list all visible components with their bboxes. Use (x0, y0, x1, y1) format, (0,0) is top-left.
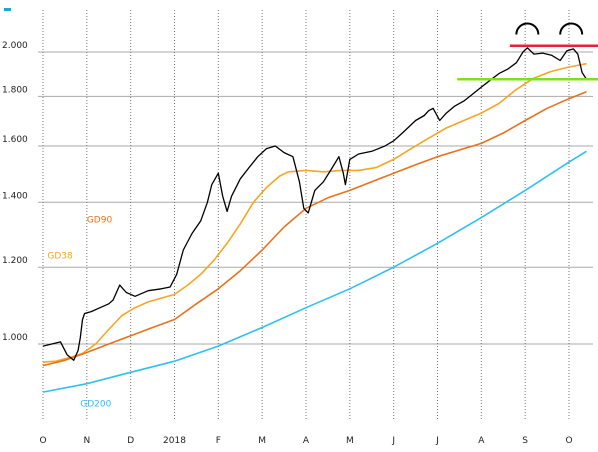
x-tick-label: M (258, 436, 266, 446)
y-tick-label: 1.400 (2, 191, 28, 201)
x-tick-label: 2018 (163, 436, 186, 446)
y-tick-label: 1.600 (2, 135, 28, 145)
x-tick-label: D (127, 436, 134, 446)
x-tick-label: S (522, 436, 528, 446)
x-tick-label: A (478, 436, 485, 446)
x-tick-label: J (391, 436, 395, 446)
arc-marker (515, 22, 540, 35)
series-label-gd200: GD200 (80, 400, 111, 410)
x-tick-label: J (435, 436, 439, 446)
series-line-gd200 (42, 150, 587, 393)
x-tick-label: M (346, 436, 354, 446)
series-label-gd38: GD38 (47, 252, 73, 262)
corner-mark (4, 8, 11, 11)
series-line-price (42, 47, 588, 361)
y-tick-label: 1.800 (2, 85, 28, 95)
series-label-gd90: GD90 (87, 215, 113, 225)
y-tick-label: 1.200 (2, 256, 28, 266)
series-line-gd38 (42, 62, 587, 363)
arc-marker (559, 22, 584, 35)
series-line-gd90 (42, 90, 587, 367)
y-tick-label: 1.000 (2, 333, 28, 343)
x-tick-label: O (565, 436, 572, 446)
x-tick-label: A (303, 436, 310, 446)
x-tick-label: N (83, 436, 90, 446)
y-tick-label: 2.000 (2, 41, 28, 51)
x-tick-label: O (39, 436, 46, 446)
x-tick-label: F (216, 436, 221, 446)
